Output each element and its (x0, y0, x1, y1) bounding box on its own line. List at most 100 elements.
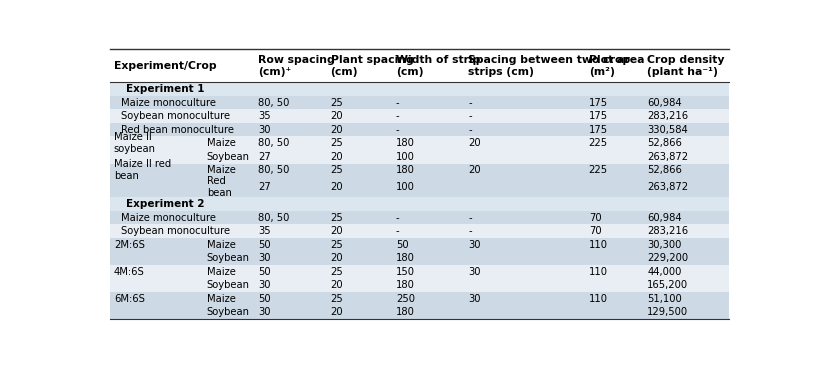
Text: -: - (396, 226, 400, 236)
Text: 30: 30 (468, 240, 481, 250)
Text: Maize monoculture: Maize monoculture (121, 213, 216, 223)
Text: 175: 175 (589, 125, 608, 135)
Text: 225: 225 (589, 165, 608, 175)
Bar (110, 279, 730, 292)
Text: Red
bean: Red bean (206, 177, 232, 198)
Text: 35: 35 (258, 111, 271, 121)
Text: 20: 20 (331, 111, 343, 121)
Text: 20: 20 (468, 138, 481, 148)
Text: Crop density
(plant ha⁻¹): Crop density (plant ha⁻¹) (647, 55, 725, 77)
Bar (110, 251, 730, 265)
Text: 180: 180 (396, 307, 415, 318)
Text: Row spacing
(cm)⁺: Row spacing (cm)⁺ (258, 55, 335, 77)
Text: 27: 27 (258, 182, 271, 192)
Text: 30: 30 (258, 253, 271, 263)
Text: -: - (468, 213, 472, 223)
Text: 2M:6S: 2M:6S (114, 240, 145, 250)
Bar (110, 49, 730, 82)
Text: 20: 20 (331, 307, 343, 318)
Text: 30,300: 30,300 (647, 240, 681, 250)
Text: -: - (396, 98, 400, 108)
Text: Soybean monoculture: Soybean monoculture (121, 226, 230, 236)
Bar (110, 265, 730, 279)
Text: 20: 20 (331, 226, 343, 236)
Text: Maize: Maize (206, 138, 236, 148)
Text: 283,216: 283,216 (647, 226, 689, 236)
Text: 6M:6S: 6M:6S (114, 294, 145, 304)
Text: 25: 25 (331, 267, 343, 277)
Text: Red bean monoculture: Red bean monoculture (121, 125, 234, 135)
Text: 20: 20 (331, 125, 343, 135)
Text: Plant spacing
(cm): Plant spacing (cm) (331, 55, 414, 77)
Text: 150: 150 (396, 267, 415, 277)
Text: 52,866: 52,866 (647, 165, 682, 175)
Text: 30: 30 (468, 294, 481, 304)
Text: Soybean: Soybean (206, 253, 250, 263)
Text: 60,984: 60,984 (647, 213, 682, 223)
Text: 110: 110 (589, 240, 608, 250)
Bar (110, 82, 730, 96)
Text: Maize II
soybean: Maize II soybean (114, 132, 156, 154)
Text: 52,866: 52,866 (647, 138, 682, 148)
Text: 30: 30 (468, 267, 481, 277)
Text: -: - (396, 125, 400, 135)
Text: 263,872: 263,872 (647, 152, 689, 162)
Text: 20: 20 (331, 152, 343, 162)
Text: 263,872: 263,872 (647, 182, 689, 192)
Bar (110, 211, 730, 224)
Bar (110, 224, 730, 238)
Text: 25: 25 (331, 138, 343, 148)
Text: 30: 30 (258, 125, 271, 135)
Text: 51,100: 51,100 (647, 294, 682, 304)
Text: Maize II red
bean: Maize II red bean (114, 159, 171, 181)
Text: 50: 50 (258, 267, 271, 277)
Text: 110: 110 (589, 267, 608, 277)
Text: Plot area
(m²): Plot area (m²) (589, 55, 645, 77)
Text: Maize: Maize (206, 165, 236, 175)
Text: 20: 20 (331, 182, 343, 192)
Text: 129,500: 129,500 (647, 307, 689, 318)
Text: 25: 25 (331, 240, 343, 250)
Text: 110: 110 (589, 294, 608, 304)
Text: 20: 20 (331, 253, 343, 263)
Text: Spacing between two crop
strips (cm): Spacing between two crop strips (cm) (468, 55, 631, 77)
Text: 100: 100 (396, 182, 415, 192)
Text: -: - (396, 213, 400, 223)
Text: Maize monoculture: Maize monoculture (121, 98, 216, 108)
Text: 250: 250 (396, 294, 415, 304)
Text: 35: 35 (258, 226, 271, 236)
Bar (110, 96, 730, 109)
Bar (110, 238, 730, 251)
Text: Soybean monoculture: Soybean monoculture (121, 111, 230, 121)
Text: 70: 70 (589, 226, 601, 236)
Text: 20: 20 (468, 165, 481, 175)
Bar (110, 292, 730, 306)
Bar (110, 197, 730, 211)
Text: 20: 20 (331, 280, 343, 290)
Text: 229,200: 229,200 (647, 253, 689, 263)
Text: Experiment/Crop: Experiment/Crop (114, 61, 216, 71)
Text: Maize: Maize (206, 267, 236, 277)
Text: Soybean: Soybean (206, 307, 250, 318)
Bar (110, 137, 730, 150)
Text: -: - (468, 226, 472, 236)
Bar (110, 109, 730, 123)
Text: 180: 180 (396, 165, 415, 175)
Text: 4M:6S: 4M:6S (114, 267, 144, 277)
Text: Experiment 2: Experiment 2 (126, 199, 205, 209)
Text: 25: 25 (331, 294, 343, 304)
Bar (110, 150, 730, 163)
Text: -: - (468, 111, 472, 121)
Text: 225: 225 (589, 138, 608, 148)
Text: 44,000: 44,000 (647, 267, 681, 277)
Text: -: - (468, 125, 472, 135)
Text: 180: 180 (396, 138, 415, 148)
Text: 50: 50 (258, 240, 271, 250)
Text: 80, 50: 80, 50 (258, 165, 290, 175)
Text: 175: 175 (589, 98, 608, 108)
Text: Experiment 1: Experiment 1 (126, 84, 205, 94)
Text: -: - (396, 111, 400, 121)
Text: 175: 175 (589, 111, 608, 121)
Text: 80, 50: 80, 50 (258, 213, 290, 223)
Text: Width of strip
(cm): Width of strip (cm) (396, 55, 481, 77)
